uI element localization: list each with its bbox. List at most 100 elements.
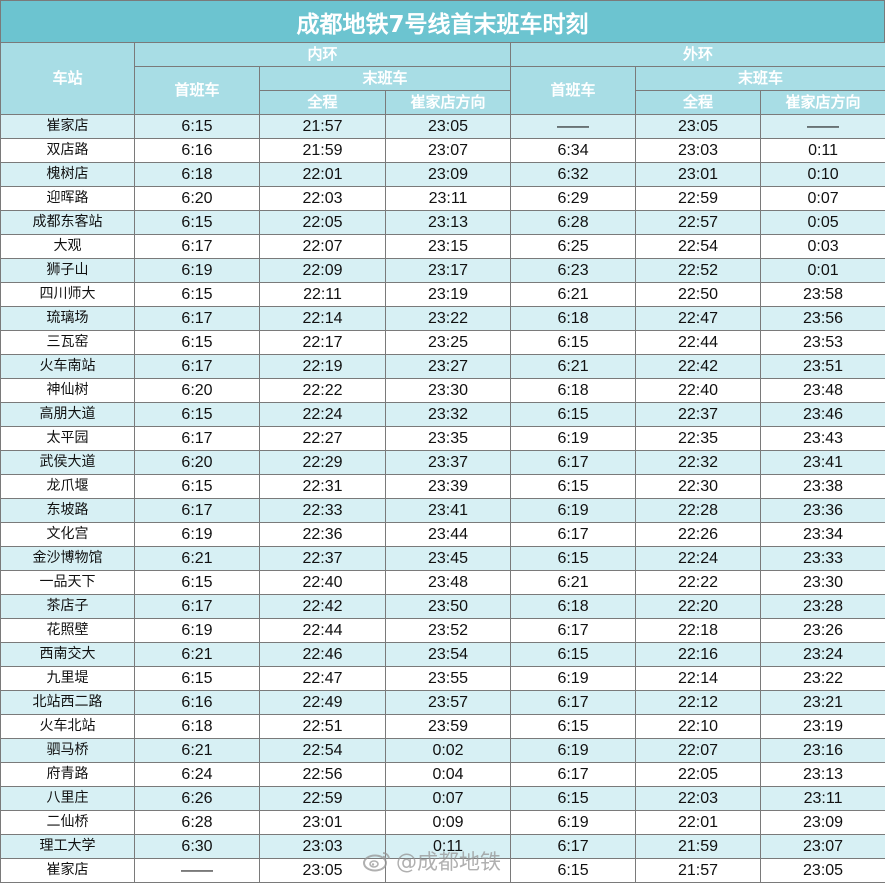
cell-outer-full-route: 22:40 (635, 378, 762, 403)
cell-inner-full-route: 22:33 (259, 498, 386, 523)
cell-outer-first-train: 6:21 (510, 282, 637, 307)
cell-inner-full-route: 22:49 (259, 690, 386, 715)
cell-inner-full-route: 23:03 (259, 834, 386, 859)
cell-station: 崔家店 (0, 114, 135, 139)
cell-inner-cuijiadian-direction: 23:05 (384, 114, 512, 139)
cell-inner-cuijiadian-direction: 23:15 (384, 234, 512, 259)
cell-inner-full-route: 22:51 (259, 714, 386, 739)
cell-inner-cuijiadian-direction: 0:02 (384, 738, 512, 763)
cell-station: 琉璃场 (0, 306, 135, 331)
cell-outer-cuijiadian-direction: 23:46 (760, 402, 885, 427)
cell-outer-cuijiadian-direction: —— (760, 114, 885, 139)
cell-inner-cuijiadian-direction: 0:11 (384, 834, 512, 859)
cell-inner-first-train: 6:24 (134, 762, 260, 787)
cell-inner-full-route: 22:44 (259, 618, 386, 643)
cell-inner-full-route: 23:01 (259, 810, 386, 835)
cell-inner-first-train: 6:15 (134, 666, 260, 691)
cell-outer-first-train: 6:19 (510, 666, 637, 691)
cell-outer-first-train: 6:15 (510, 642, 637, 667)
header-outer-full-route: 全程 (635, 90, 762, 115)
cell-inner-full-route: 22:05 (259, 210, 386, 235)
cell-inner-full-route: 22:59 (259, 786, 386, 811)
cell-station: 火车北站 (0, 714, 135, 739)
cell-inner-cuijiadian-direction: 23:09 (384, 162, 512, 187)
table-row: 西南交大 6:21 22:46 23:54 6:15 22:16 23:24 (0, 642, 885, 667)
table-row: 四川师大 6:15 22:11 23:19 6:21 22:50 23:58 (0, 282, 885, 307)
cell-outer-cuijiadian-direction: 0:01 (760, 258, 885, 283)
cell-outer-cuijiadian-direction: 23:58 (760, 282, 885, 307)
cell-inner-cuijiadian-direction: 23:17 (384, 258, 512, 283)
table-row: 双店路 6:16 21:59 23:07 6:34 23:03 0:11 (0, 138, 885, 163)
cell-inner-first-train: 6:18 (134, 162, 260, 187)
cell-station: 九里堤 (0, 666, 135, 691)
table-row: 武侯大道 6:20 22:29 23:37 6:17 22:32 23:41 (0, 450, 885, 475)
cell-inner-first-train: 6:20 (134, 450, 260, 475)
cell-outer-first-train: 6:17 (510, 522, 637, 547)
cell-outer-first-train: 6:21 (510, 570, 637, 595)
cell-inner-first-train: 6:16 (134, 690, 260, 715)
cell-inner-cuijiadian-direction: 23:54 (384, 642, 512, 667)
table-row: 崔家店 6:15 21:57 23:05 —— 23:05 —— (0, 114, 885, 139)
table-row: 驷马桥 6:21 22:54 0:02 6:19 22:07 23:16 (0, 738, 885, 763)
header-outer-cuijiadian-direction: 崔家店方向 (760, 90, 885, 115)
cell-outer-full-route: 23:01 (635, 162, 762, 187)
header-inner-first-train: 首班车 (134, 66, 260, 115)
table-row: 高朋大道 6:15 22:24 23:32 6:15 22:37 23:46 (0, 402, 885, 427)
cell-station: 崔家店 (0, 858, 135, 883)
cell-outer-first-train: 6:17 (510, 690, 637, 715)
table-row: 花照壁 6:19 22:44 23:52 6:17 22:18 23:26 (0, 618, 885, 643)
cell-inner-first-train: 6:15 (134, 330, 260, 355)
cell-outer-first-train: 6:19 (510, 810, 637, 835)
cell-inner-first-train: 6:15 (134, 474, 260, 499)
table-row: 北站西二路 6:16 22:49 23:57 6:17 22:12 23:21 (0, 690, 885, 715)
cell-outer-cuijiadian-direction: 23:21 (760, 690, 885, 715)
table-row: 神仙树 6:20 22:22 23:30 6:18 22:40 23:48 (0, 378, 885, 403)
cell-outer-full-route: 22:32 (635, 450, 762, 475)
cell-outer-first-train: 6:15 (510, 474, 637, 499)
cell-outer-full-route: 21:57 (635, 858, 762, 883)
cell-outer-first-train: 6:15 (510, 330, 637, 355)
cell-station: 八里庄 (0, 786, 135, 811)
cell-inner-full-route: 22:17 (259, 330, 386, 355)
cell-outer-cuijiadian-direction: 23:34 (760, 522, 885, 547)
cell-inner-cuijiadian-direction: 23:35 (384, 426, 512, 451)
cell-station: 迎晖路 (0, 186, 135, 211)
table-row: 一品天下 6:15 22:40 23:48 6:21 22:22 23:30 (0, 570, 885, 595)
cell-inner-cuijiadian-direction: 23:41 (384, 498, 512, 523)
cell-outer-cuijiadian-direction: 0:07 (760, 186, 885, 211)
cell-inner-cuijiadian-direction: 23:44 (384, 522, 512, 547)
cell-inner-full-route: 23:05 (259, 858, 386, 883)
cell-outer-cuijiadian-direction: 23:41 (760, 450, 885, 475)
cell-outer-cuijiadian-direction: 23:51 (760, 354, 885, 379)
cell-inner-cuijiadian-direction: 23:55 (384, 666, 512, 691)
cell-inner-first-train: 6:21 (134, 738, 260, 763)
cell-outer-first-train: 6:15 (510, 786, 637, 811)
table-row: 理工大学 6:30 23:03 0:11 6:17 21:59 23:07 (0, 834, 885, 859)
cell-inner-first-train: 6:21 (134, 546, 260, 571)
cell-outer-cuijiadian-direction: 0:03 (760, 234, 885, 259)
table-row: 太平园 6:17 22:27 23:35 6:19 22:35 23:43 (0, 426, 885, 451)
cell-outer-full-route: 22:35 (635, 426, 762, 451)
cell-outer-cuijiadian-direction: 23:48 (760, 378, 885, 403)
cell-inner-cuijiadian-direction: 23:50 (384, 594, 512, 619)
cell-outer-first-train: 6:18 (510, 306, 637, 331)
cell-station: 二仙桥 (0, 810, 135, 835)
cell-inner-first-train: 6:15 (134, 570, 260, 595)
cell-inner-first-train: —— (134, 858, 260, 883)
cell-outer-first-train: 6:18 (510, 594, 637, 619)
cell-inner-cuijiadian-direction: 23:07 (384, 138, 512, 163)
cell-outer-full-route: 22:03 (635, 786, 762, 811)
cell-inner-first-train: 6:21 (134, 642, 260, 667)
cell-inner-full-route: 22:14 (259, 306, 386, 331)
timetable-body: 崔家店 6:15 21:57 23:05 —— 23:05 —— 双店路 6:16 21:59 23… (0, 114, 885, 883)
cell-outer-full-route: 22:44 (635, 330, 762, 355)
cell-station: 北站西二路 (0, 690, 135, 715)
table-row: 火车北站 6:18 22:51 23:59 6:15 22:10 23:19 (0, 714, 885, 739)
cell-station: 茶店子 (0, 594, 135, 619)
cell-inner-full-route: 22:22 (259, 378, 386, 403)
cell-inner-cuijiadian-direction: 23:32 (384, 402, 512, 427)
cell-outer-first-train: 6:17 (510, 450, 637, 475)
cell-station: 东坡路 (0, 498, 135, 523)
cell-outer-full-route: 22:16 (635, 642, 762, 667)
cell-inner-cuijiadian-direction: 0:04 (384, 762, 512, 787)
